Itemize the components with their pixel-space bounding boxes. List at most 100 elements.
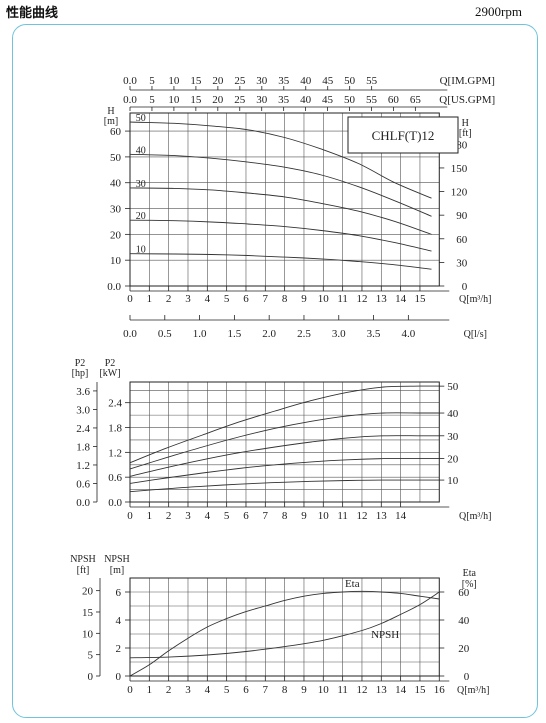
power-x-tick-label: 0 [127,510,133,522]
eta-tick-label: 60 [458,587,470,599]
ls-axis-tick-label: 4.0 [401,328,415,340]
power-hp-tick-label: 2.4 [76,423,90,435]
npsh-m-unit: [m] [110,565,124,576]
top-axis-im-tick-label: 40 [300,75,312,87]
head-curve-label-40: 40 [136,145,146,156]
power-x-tick-label: 4 [205,510,211,522]
head-x-tick-label: 14 [395,293,407,305]
head-y-left-tick-label: 60 [110,126,122,138]
npsh-x-tick-label: 2 [166,684,172,696]
top-axis-us-tick-label: 10 [168,94,180,106]
power-x-tick-label: 13 [376,510,388,522]
model-label-box [347,116,459,154]
head-x-tick-label: 15 [414,293,426,305]
top-axis-im-tick-label: 0.0 [123,75,137,87]
top-axis-im-label: Q[IM.GPM] [440,75,495,87]
head-y-right-tick-label: 0 [462,281,468,293]
npsh-ft-tick-label: 5 [88,650,94,662]
power-x-tick-label: 11 [337,510,348,522]
top-axis-us-tick-label: 35 [278,94,290,106]
head-y-right-tick-label: 90 [456,210,468,222]
top-axis-us-tick-label: 15 [190,94,202,106]
npsh-x-tick-label: 0 [127,684,133,696]
head-curve-50 [129,121,432,199]
power-hp-label: P2 [75,358,86,369]
power-kw-tick-label: 1.2 [108,447,122,459]
eta-curve [129,590,440,677]
power-kw-tick-label: 1.8 [108,423,122,435]
power-x-tick-label: 14 [395,510,407,522]
npsh-x-tick-label: 9 [301,684,307,696]
npsh-x-tick-label: 16 [434,684,446,696]
npsh-m-tick-label: 0 [116,671,122,683]
npsh-ft-tick-label: 10 [82,628,94,640]
head-x-tick-label: 2 [166,293,172,305]
head-x-tick-label: 3 [185,293,191,305]
head-curve-20 [129,219,432,252]
npsh-x-tick-label: 15 [414,684,426,696]
npsh-x-tick-label: 10 [318,684,330,696]
top-axis-im-tick-label: 5 [149,75,155,87]
power-curve-label-10: 10 [447,475,459,487]
npsh-ft-tick-label: 0 [88,671,94,683]
npsh-curve-label: NPSH [371,629,399,641]
head-y-right-unit: [ft] [459,128,472,139]
speed-label: 2900rpm [475,4,522,19]
power-kw-unit: [kW] [99,368,120,379]
ls-axis-label: Q[l/s] [464,329,487,340]
head-curve-label-10: 10 [136,245,146,256]
ls-axis-tick-label: 1.0 [193,328,207,340]
npsh-x-tick-label: 5 [224,684,230,696]
npsh-x-tick-label: 7 [263,684,269,696]
power-x-tick-label: 8 [282,510,288,522]
npsh-m-label: NPSH [104,554,130,565]
power-x-tick-label: 5 [224,510,230,522]
top-axis-us-tick-label: 0.0 [123,94,137,106]
ls-axis-tick-label: 3.5 [367,328,381,340]
head-y-right-label: H [462,118,469,129]
head-y-right-tick-label: 30 [456,257,468,269]
power-x-tick-label: 10 [318,510,330,522]
head-y-right-tick-label: 60 [456,234,468,246]
power-hp-tick-label: 1.8 [76,441,90,453]
ls-axis-tick-label: 2.5 [297,328,311,340]
top-axis-us-tick-label: 20 [212,94,224,106]
ls-axis-tick-label: 3.0 [332,328,346,340]
head-y-left-tick-label: 40 [110,178,122,190]
power-curve-label-40: 40 [447,408,459,420]
power-curve-label-50: 50 [447,381,459,393]
power-curve-label-20: 20 [447,454,459,466]
npsh-x-tick-label: 11 [337,684,348,696]
ls-axis-tick-label: 0.5 [158,328,172,340]
head-y-right-tick-label: 150 [451,163,468,175]
npsh-x-tick-label: 13 [376,684,388,696]
ls-axis-tick-label: 0.0 [123,328,137,340]
power-curve-50 [129,385,440,464]
head-curve-label-20: 20 [136,211,146,222]
power-hp-tick-label: 1.2 [76,460,90,472]
top-axis-us-label: Q[US.GPM] [439,94,495,106]
power-x-label: Q[m³/h] [459,511,491,522]
page-title: 性能曲线 [6,6,59,21]
top-axis-us-tick-label: 30 [256,94,268,106]
power-kw-label: P2 [105,358,116,369]
npsh-x-tick-label: 12 [356,684,367,696]
top-axis-us-tick-label: 65 [410,94,422,106]
head-x-tick-label: 13 [376,293,388,305]
head-y-left-label: H [107,106,114,117]
top-axis-us-tick-label: 40 [300,94,312,106]
model-label: CHLF(T)12 [372,128,435,143]
power-kw-tick-label: 2.4 [108,398,122,410]
ls-axis-tick-label: 2.0 [262,328,276,340]
head-curve-10 [129,253,432,270]
power-x-tick-label: 2 [166,510,172,522]
head-y-left-tick-label: 0.0 [107,281,121,293]
top-axis-im-tick-label: 25 [234,75,246,87]
head-x-tick-label: 6 [243,293,249,305]
npsh-m-tick-label: 4 [116,615,122,627]
power-hp-tick-label: 0.0 [76,497,90,509]
npsh-x-tick-label: 1 [147,684,153,696]
npsh-x-tick-label: 14 [395,684,407,696]
top-axis-im-tick-label: 15 [190,75,202,87]
